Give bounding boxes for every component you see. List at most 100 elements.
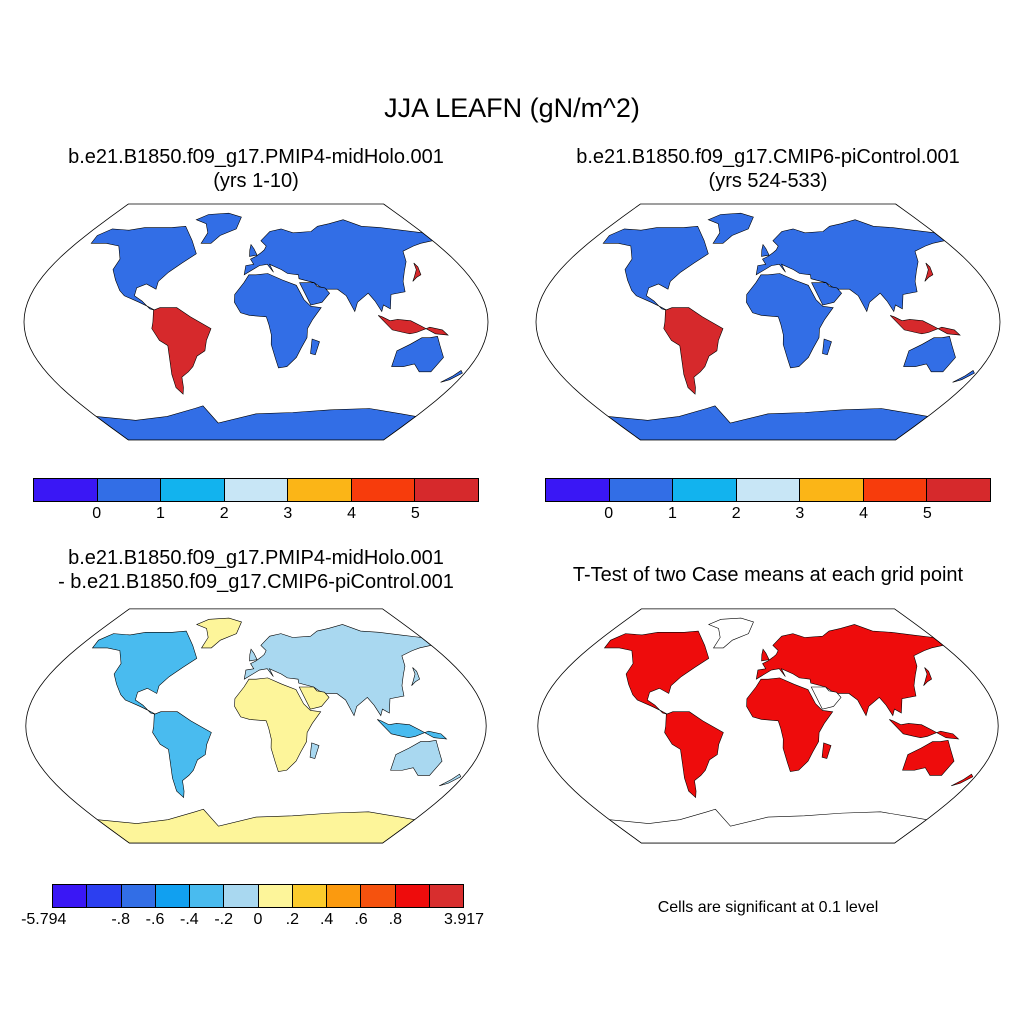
colorbar-tick-label: 2 (219, 505, 229, 522)
colorbar-swatch (609, 479, 674, 501)
colorbar-swatch (258, 885, 293, 907)
panel-a-years: (yrs 1-10) (213, 170, 299, 192)
panel-c-minus-case: - b.e21.B1850.f09_g17.CMIP6-piControl.00… (58, 571, 454, 593)
colorbar-swatch (927, 479, 991, 501)
picontrol-southamerica (663, 307, 724, 395)
picontrol-greenland (707, 212, 754, 244)
colorbar-midholo (33, 478, 479, 502)
significance-note: Cells are significant at 0.1 level (657, 899, 879, 916)
colorbar-tick-label: 1 (667, 505, 677, 522)
ttest-indonesia (889, 719, 960, 740)
colorbar-swatch (429, 885, 463, 907)
difference-northamerica (91, 630, 198, 715)
panel-d-title: T-Test of two Case means at each grid po… (572, 564, 964, 586)
map-panel-difference (25, 608, 487, 844)
difference-nz (439, 773, 462, 787)
picontrol-uk (761, 243, 770, 257)
colorbar-swatch (97, 479, 162, 501)
ttest-japan (923, 667, 932, 686)
colorbar-tick-label: .2 (285, 911, 299, 928)
map-panel-ttest (537, 608, 999, 844)
colorbar-tick-label: 4 (859, 505, 869, 522)
colorbar-tick-label: 4 (347, 505, 357, 522)
picontrol-nz (952, 370, 975, 383)
midholo-madagascar (310, 338, 320, 356)
ttest-africa (746, 677, 834, 772)
colorbar-tick-label: 2 (731, 505, 741, 522)
midholo-antarctica (95, 405, 417, 440)
picontrol-indonesia (889, 315, 961, 336)
picontrol-antarctica (607, 405, 929, 440)
colorbar-swatch (415, 479, 479, 501)
colorbar-tick-label: 0 (604, 505, 614, 522)
difference-indonesia (377, 719, 448, 740)
difference-eurasia (243, 624, 432, 717)
panel-a-title: b.e21.B1850.f09_g17.PMIP4-midHolo.001 (y… (0, 145, 512, 193)
colorbar-swatch (155, 885, 190, 907)
colorbar-difference (52, 884, 464, 908)
colorbar-tick-label: -.6 (145, 911, 165, 928)
colorbar-tick-label: 1 (155, 505, 165, 522)
colorbar-tick-label: 5 (410, 505, 420, 522)
ttest-antarctica (608, 808, 928, 844)
midholo-uk (249, 243, 258, 257)
colorbar-tick-label: -.4 (179, 911, 199, 928)
ttest-arabia (810, 686, 842, 710)
colorbar-picontrol (545, 478, 991, 502)
midholo-northamerica (90, 225, 197, 311)
ttest-eurasia (755, 624, 944, 717)
difference-madagascar (309, 742, 320, 759)
colorbar-tick-label: .4 (319, 911, 334, 928)
colorbar-tick-label: -5.794 (21, 911, 67, 928)
colorbar-tick-label: .6 (354, 911, 368, 928)
colorbar-swatch (736, 479, 801, 501)
panel-c-case-name: b.e21.B1850.f09_g17.PMIP4-midHolo.001 (68, 547, 444, 569)
midholo-southamerica (151, 307, 212, 395)
colorbar-swatch (395, 885, 430, 907)
colorbar-swatch (351, 479, 416, 501)
colorbar-swatch (161, 479, 225, 501)
difference-southamerica (152, 711, 212, 799)
midholo-australia (391, 336, 444, 373)
ttest-madagascar (821, 742, 832, 759)
colorbar-swatch (327, 885, 362, 907)
colorbar-swatch (288, 479, 352, 501)
difference-africa (234, 677, 322, 772)
picontrol-australia (903, 336, 956, 373)
picontrol-northamerica (602, 225, 709, 311)
difference-greenland (195, 617, 242, 649)
ttest-southamerica (664, 711, 724, 799)
map-panel-picontrol (535, 203, 1001, 441)
colorbar-tick-label: -.8 (111, 911, 130, 928)
panel-b-case-name: b.e21.B1850.f09_g17.CMIP6-piControl.001 (576, 146, 960, 168)
colorbar-swatch (546, 479, 610, 501)
colorbar-swatch (224, 479, 289, 501)
colorbar-swatch (224, 885, 259, 907)
midholo-japan (412, 262, 422, 282)
midholo-indonesia (377, 315, 449, 336)
difference-australia (390, 739, 443, 776)
difference-antarctica (96, 808, 416, 844)
midholo-nz (440, 370, 463, 383)
ttest-northamerica (603, 630, 710, 715)
colorbar-tick-label: 3 (283, 505, 293, 522)
colorbar-swatch (361, 885, 396, 907)
colorbar-tick-label: .8 (388, 911, 402, 928)
colorbar-swatch (53, 885, 88, 907)
midholo-eurasia (243, 219, 434, 313)
colorbar-swatch (34, 479, 98, 501)
panel-b-years: (yrs 524-533) (708, 170, 828, 192)
panel-b-title: b.e21.B1850.f09_g17.CMIP6-piControl.001 … (512, 145, 1024, 193)
picontrol-africa (746, 273, 834, 369)
colorbar-swatch (800, 479, 864, 501)
colorbar-tick-label: 3 (795, 505, 805, 522)
colorbar-tick-label: 3.917 (443, 911, 485, 928)
colorbar-swatch (121, 885, 156, 907)
difference-uk (249, 648, 258, 662)
colorbar-tick-label: 0 (92, 505, 102, 522)
figure-title: JJA LEAFN (gN/m^2) (384, 93, 640, 123)
panel-a-case-name: b.e21.B1850.f09_g17.PMIP4-midHolo.001 (68, 146, 444, 168)
colorbar-swatch (190, 885, 225, 907)
picontrol-arabia (811, 282, 842, 306)
ttest-uk (761, 648, 770, 662)
